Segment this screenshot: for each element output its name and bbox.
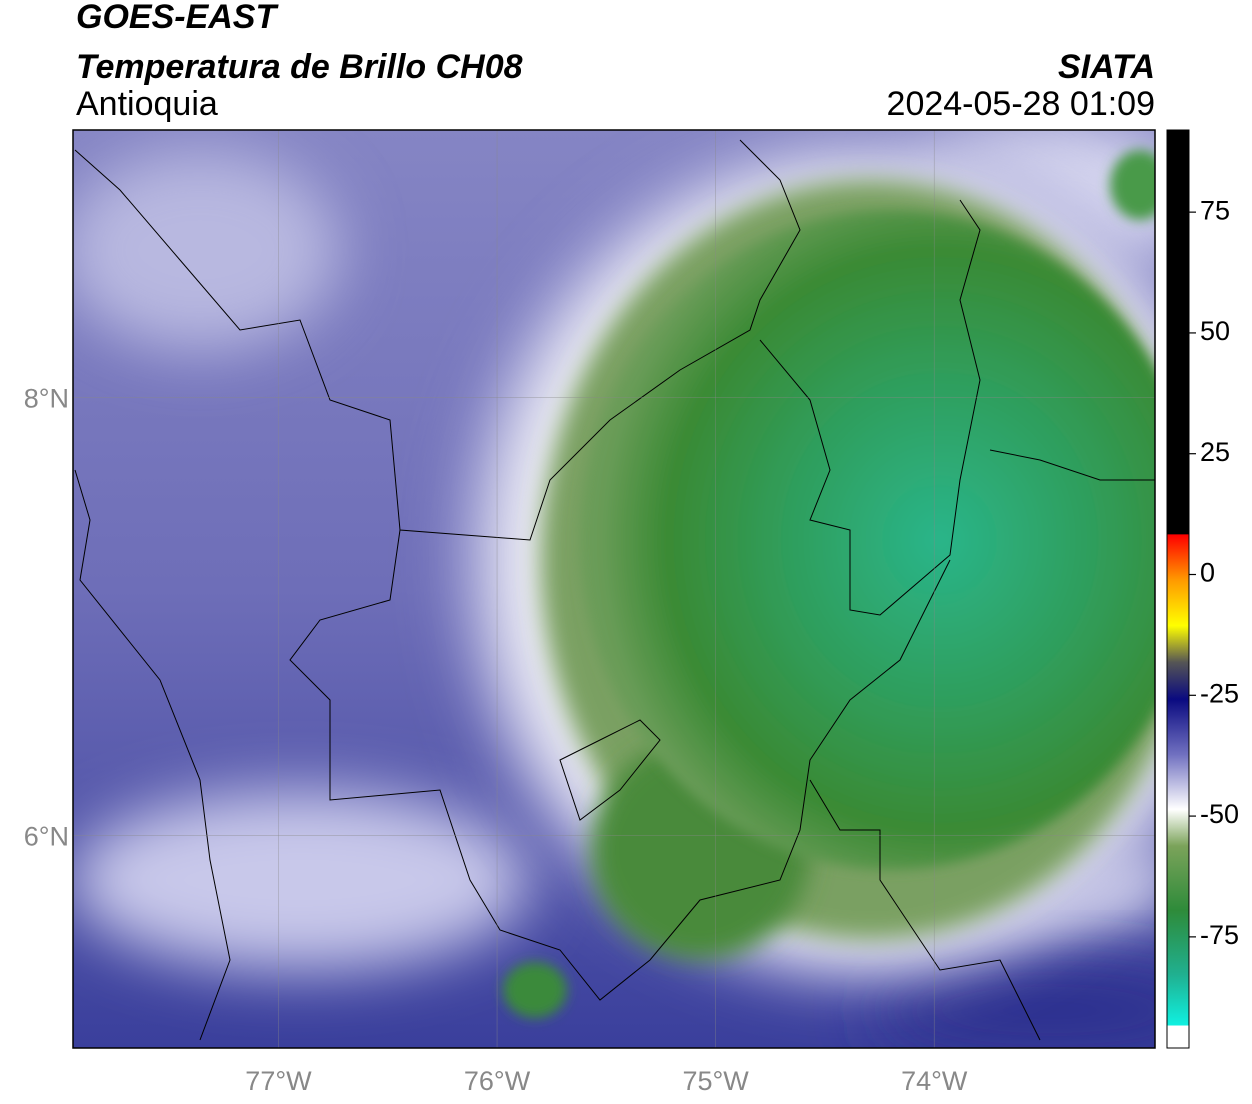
map-frame: [72, 129, 1156, 1049]
title: GOES-EAST: [76, 0, 279, 36]
source: SIATA: [1058, 48, 1155, 86]
colorbar-tick-label: -50: [1200, 799, 1239, 829]
colorbar-tick-label: -75: [1200, 920, 1239, 950]
colorbar-tick-label: 50: [1200, 316, 1230, 346]
lat-label: 8°N: [24, 383, 69, 413]
satellite-image: [73, 130, 1155, 1048]
colorbar-tick-label: 0: [1200, 558, 1215, 588]
subtitle: Temperatura de Brillo CH08: [76, 48, 523, 86]
lon-label: 74°W: [901, 1066, 968, 1096]
lon-label: 77°W: [245, 1066, 312, 1096]
colorbar: [1166, 129, 1190, 1049]
region: Antioquia: [76, 85, 218, 123]
lon-label: 76°W: [464, 1066, 531, 1096]
timestamp: 2024-05-28 01:09: [887, 85, 1155, 123]
colorbar-tick-label: 75: [1200, 195, 1230, 225]
lat-label: 6°N: [24, 821, 69, 851]
colorbar-tick-label: 25: [1200, 437, 1230, 467]
colorbar-tick-label: -25: [1200, 678, 1239, 708]
lon-label: 75°W: [682, 1066, 749, 1096]
graticule: [73, 130, 1155, 1048]
